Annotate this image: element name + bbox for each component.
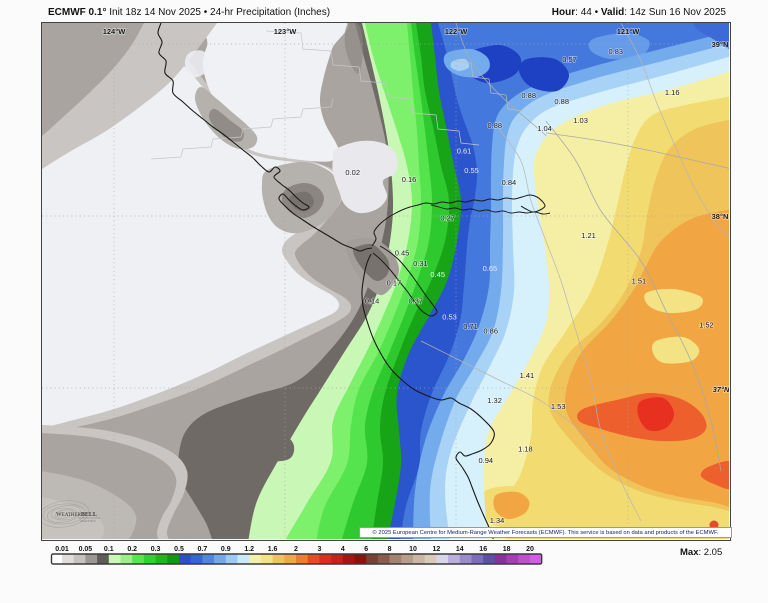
svg-text:0.45: 0.45 (430, 270, 445, 279)
svg-text:1.53: 1.53 (551, 402, 566, 411)
svg-text:12: 12 (433, 546, 441, 553)
svg-text:4: 4 (341, 546, 345, 553)
svg-text:3: 3 (317, 546, 321, 553)
svg-text:0.05: 0.05 (79, 546, 93, 553)
svg-text:121°W: 121°W (617, 27, 641, 36)
svg-text:1.34: 1.34 (490, 516, 505, 525)
svg-text:14: 14 (456, 546, 464, 553)
svg-text:1.2: 1.2 (244, 546, 254, 553)
svg-text:39°N: 39°N (712, 40, 729, 49)
svg-text:18: 18 (503, 546, 511, 553)
svg-text:1.04: 1.04 (537, 124, 552, 133)
svg-text:16: 16 (479, 546, 487, 553)
svg-text:0.94: 0.94 (478, 456, 493, 465)
svg-text:0.88: 0.88 (487, 121, 502, 130)
svg-text:ANALYTICS: ANALYTICS (80, 520, 96, 523)
svg-text:1.16: 1.16 (665, 88, 680, 97)
svg-text:0.5: 0.5 (174, 546, 184, 553)
svg-text:0.02: 0.02 (345, 168, 360, 177)
svg-text:1.52: 1.52 (699, 320, 714, 329)
svg-text:10: 10 (409, 546, 417, 553)
svg-text:124°W: 124°W (103, 27, 127, 36)
svg-text:0.17: 0.17 (387, 279, 402, 288)
svg-text:2: 2 (294, 546, 298, 553)
svg-text:0.88: 0.88 (554, 97, 569, 106)
svg-text:0.31: 0.31 (413, 259, 428, 268)
svg-text:0.9: 0.9 (221, 546, 231, 553)
svg-text:122°W: 122°W (445, 27, 469, 36)
svg-text:0.37: 0.37 (408, 297, 423, 306)
svg-text:0.45: 0.45 (395, 249, 410, 258)
svg-text:123°W: 123°W (274, 27, 298, 36)
svg-text:0.1: 0.1 (104, 546, 114, 553)
svg-text:0.14: 0.14 (365, 296, 380, 305)
svg-text:6: 6 (364, 546, 368, 553)
svg-text:38°N: 38°N (712, 212, 729, 221)
svg-text:WEATHERBELL: WEATHERBELL (56, 512, 97, 518)
svg-text:8: 8 (388, 546, 392, 553)
svg-text:1.51: 1.51 (632, 276, 647, 285)
svg-text:0.61: 0.61 (457, 147, 472, 156)
svg-text:1.03: 1.03 (573, 116, 588, 125)
svg-text:0.57: 0.57 (562, 55, 577, 64)
svg-text:0.16: 0.16 (402, 175, 417, 184)
svg-text:1.32: 1.32 (487, 396, 502, 405)
svg-text:37°N: 37°N (713, 385, 729, 394)
svg-text:0.53: 0.53 (442, 313, 457, 322)
svg-text:1.21: 1.21 (581, 231, 596, 240)
svg-text:0.3: 0.3 (151, 546, 161, 553)
svg-text:0.86: 0.86 (483, 327, 498, 336)
svg-text:0.65: 0.65 (483, 264, 498, 273)
svg-text:1.41: 1.41 (520, 371, 535, 380)
svg-text:0.84: 0.84 (502, 178, 517, 187)
svg-text:0.01: 0.01 (55, 546, 69, 553)
svg-text:0.71: 0.71 (463, 322, 478, 331)
svg-text:0.27: 0.27 (440, 213, 455, 222)
svg-text:1.6: 1.6 (268, 546, 278, 553)
svg-text:0.2: 0.2 (127, 546, 137, 553)
svg-text:0.7: 0.7 (198, 546, 208, 553)
svg-text:1.18: 1.18 (518, 445, 533, 454)
svg-text:0.55: 0.55 (464, 166, 479, 175)
svg-text:0.88: 0.88 (521, 91, 536, 100)
svg-text:20: 20 (526, 546, 534, 553)
svg-text:0.83: 0.83 (608, 47, 623, 56)
